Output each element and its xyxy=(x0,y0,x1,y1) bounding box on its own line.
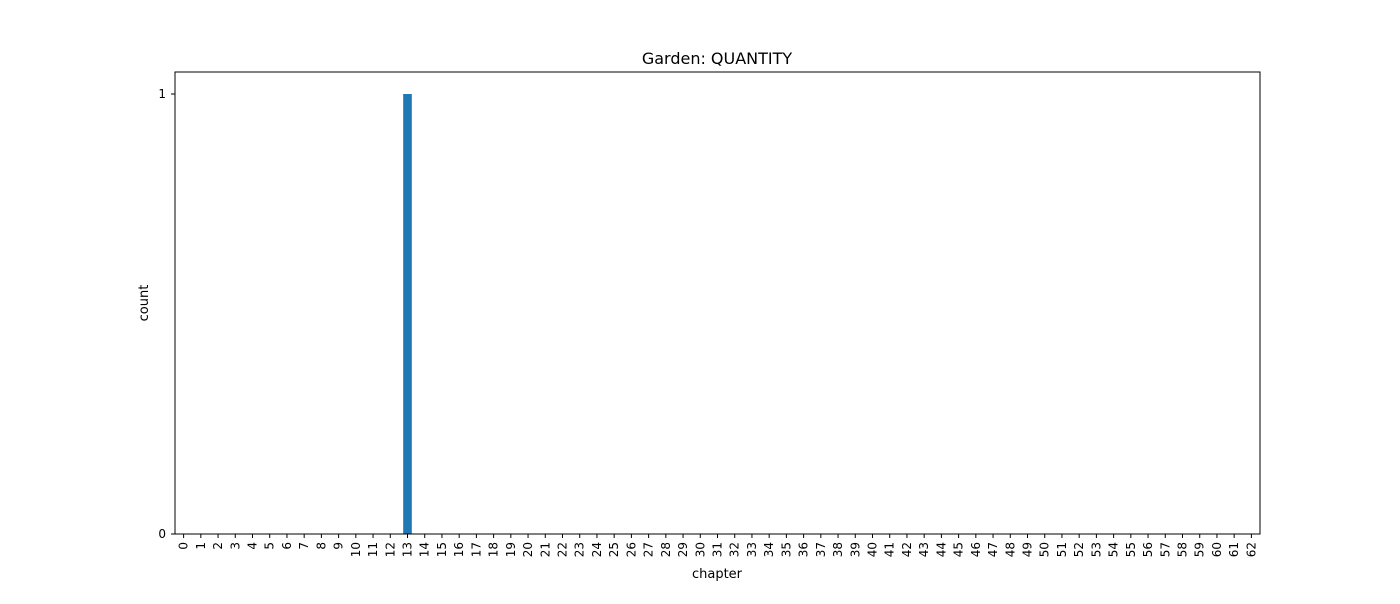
x-tick-label: 57 xyxy=(1158,542,1172,557)
bars-group xyxy=(403,94,412,534)
y-tick-label: 1 xyxy=(158,87,166,101)
x-tick-label: 2 xyxy=(211,542,225,550)
x-tick-label: 6 xyxy=(280,542,294,550)
x-tick-label: 44 xyxy=(934,542,948,557)
x-tick-label: 56 xyxy=(1141,542,1155,557)
x-tick-label: 42 xyxy=(900,542,914,557)
x-tick-label: 62 xyxy=(1244,542,1258,557)
x-tick-label: 14 xyxy=(418,542,432,557)
x-tick-label: 8 xyxy=(314,542,328,550)
x-tick-label: 34 xyxy=(762,542,776,557)
x-tick-label: 15 xyxy=(435,542,449,557)
x-tick-label: 32 xyxy=(728,542,742,557)
x-tick-label: 36 xyxy=(797,542,811,557)
x-tick-label: 0 xyxy=(177,542,191,550)
x-tick-label: 21 xyxy=(538,542,552,557)
x-tick-label: 41 xyxy=(883,542,897,557)
x-tick-label: 48 xyxy=(1003,542,1017,557)
x-tick-label: 35 xyxy=(779,542,793,557)
x-axis: 0 1 2 3 4 5 6 7 8 9 10 11 12 13 14 15 16 17 18 19 20 21 22 23 24… xyxy=(177,534,1258,557)
x-tick-label: 51 xyxy=(1055,542,1069,557)
x-tick-label: 60 xyxy=(1210,542,1224,557)
x-axis-label: chapter xyxy=(692,567,743,582)
x-tick-label: 40 xyxy=(866,542,880,557)
x-tick-label: 13 xyxy=(401,542,415,557)
x-tick-label: 47 xyxy=(986,542,1000,557)
x-tick-label: 37 xyxy=(814,542,828,557)
x-tick-label: 28 xyxy=(659,542,673,557)
x-tick-label: 5 xyxy=(263,542,277,550)
x-tick-label: 3 xyxy=(228,542,242,550)
x-tick-label: 30 xyxy=(693,542,707,557)
y-tick-label: 0 xyxy=(158,527,166,541)
x-tick-label: 23 xyxy=(573,542,587,557)
x-tick-label: 50 xyxy=(1038,542,1052,557)
x-tick-label: 59 xyxy=(1193,542,1207,557)
x-tick-label: 38 xyxy=(831,542,845,557)
x-tick-label: 58 xyxy=(1176,542,1190,557)
bar-13 xyxy=(403,94,412,534)
x-tick-label: 25 xyxy=(607,542,621,557)
x-tick-label: 16 xyxy=(452,542,466,557)
x-tick-label: 52 xyxy=(1072,542,1086,557)
x-tick-label: 46 xyxy=(969,542,983,557)
x-tick-label: 7 xyxy=(297,542,311,550)
x-tick-label: 1 xyxy=(194,542,208,550)
x-tick-label: 19 xyxy=(504,542,518,557)
x-tick-label: 45 xyxy=(952,542,966,557)
x-tick-label: 43 xyxy=(917,542,931,557)
x-tick-label: 4 xyxy=(246,542,260,550)
x-tick-label: 10 xyxy=(349,542,363,557)
x-tick-label: 11 xyxy=(366,542,380,557)
x-tick-label: 26 xyxy=(624,542,638,557)
y-axis: 01 xyxy=(158,87,175,541)
x-tick-label: 61 xyxy=(1227,542,1241,557)
x-tick-label: 18 xyxy=(487,542,501,557)
x-tick-label: 39 xyxy=(848,542,862,557)
x-tick-label: 9 xyxy=(332,542,346,550)
x-tick-label: 22 xyxy=(556,542,570,557)
x-tick-label: 17 xyxy=(469,542,483,557)
x-tick-label: 54 xyxy=(1107,542,1121,557)
x-tick-label: 49 xyxy=(1021,542,1035,557)
x-tick-label: 12 xyxy=(383,542,397,557)
chart-title: Garden: QUANTITY xyxy=(642,49,793,68)
x-tick-label: 31 xyxy=(711,542,725,557)
x-tick-label: 53 xyxy=(1089,542,1103,557)
x-tick-label: 29 xyxy=(676,542,690,557)
x-tick-label: 55 xyxy=(1124,542,1138,557)
x-tick-label: 33 xyxy=(745,542,759,557)
plot-frame xyxy=(174,71,1261,535)
x-tick-label: 20 xyxy=(521,542,535,557)
x-tick-label: 27 xyxy=(642,542,656,557)
y-axis-label: count xyxy=(137,285,152,322)
x-tick-label: 24 xyxy=(590,542,604,557)
